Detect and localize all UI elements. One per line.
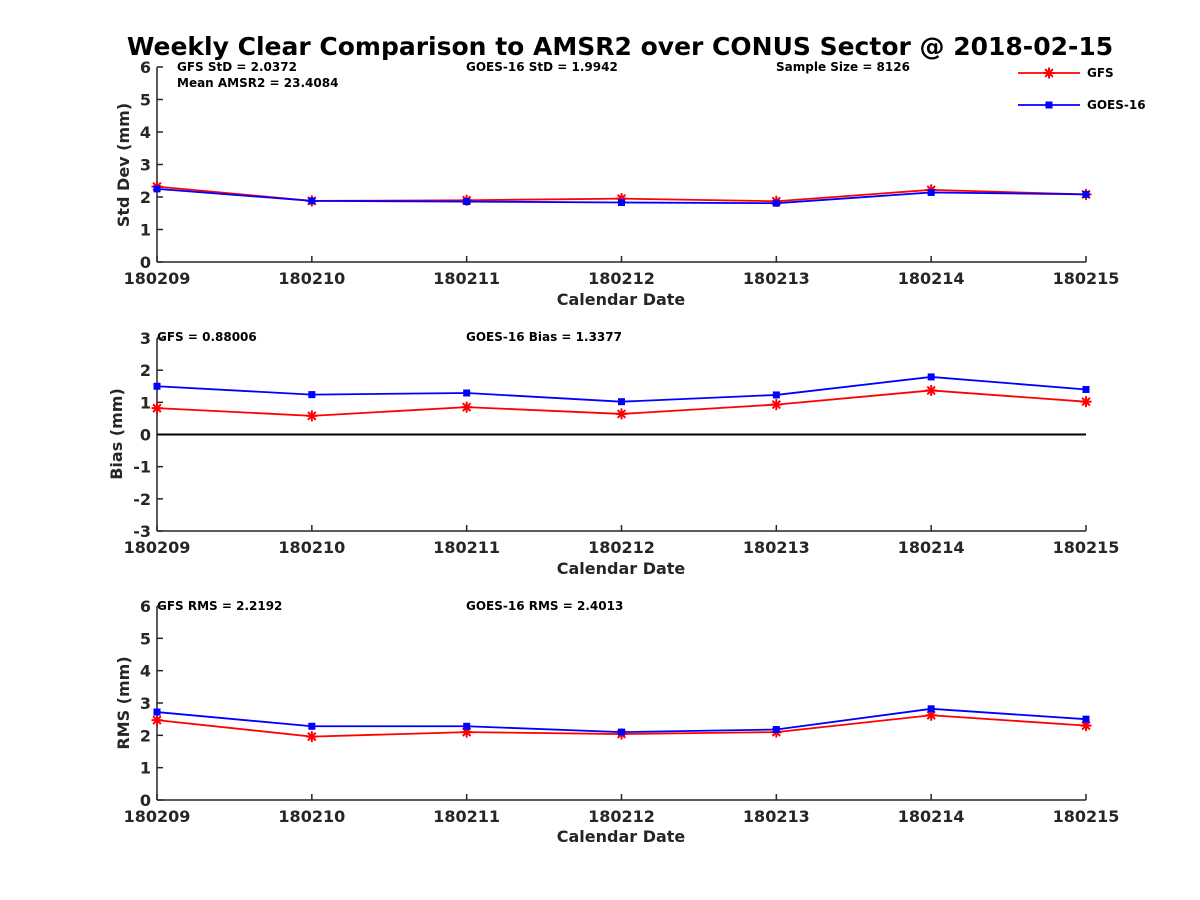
bias-gfs-point (616, 408, 627, 420)
rms-goes16-point (927, 705, 935, 713)
rms-gfs-point (151, 714, 163, 726)
bias-goes16-point (772, 391, 780, 399)
bias-y-tick-label: -2 (133, 490, 151, 509)
std-dev-x-tick-label: 180209 (124, 269, 191, 288)
std-dev-y-tick-label: 6 (140, 58, 151, 77)
std-dev-x-tick-label: 180215 (1053, 269, 1120, 288)
bias-y-tick-label: 1 (140, 393, 151, 412)
rms-x-tick-label: 180211 (433, 807, 500, 826)
std-dev-x-tick-label: 180212 (588, 269, 655, 288)
gfs-rms-annotation: GFS RMS = 2.2192 (157, 599, 282, 613)
bias-y-axis-label: Bias (mm) (107, 388, 126, 480)
std-dev-goes16-point (153, 185, 161, 193)
rms-x-axis-label: Calendar Date (557, 827, 686, 846)
goes16-bias-annotation: GOES-16 Bias = 1.3377 (466, 330, 622, 344)
rms-goes16-point (153, 708, 161, 716)
chart-title: Weekly Clear Comparison to AMSR2 over CO… (127, 32, 1113, 61)
legend-gfs-label: GFS (1087, 66, 1114, 80)
std-dev-y-tick-label: 4 (140, 123, 151, 142)
rms-y-tick-label: 5 (140, 629, 151, 648)
std-dev-x-tick-label: 180211 (433, 269, 500, 288)
std-dev-goes16-point (772, 199, 780, 207)
rms-y-tick-label: 4 (140, 662, 151, 681)
bias-goes16-point (153, 382, 161, 390)
rms-y-tick-label: 1 (140, 759, 151, 778)
std-dev-goes16-point (927, 188, 935, 196)
legend-goes16-label: GOES-16 (1087, 98, 1146, 112)
bias-y-tick-label: 3 (140, 329, 151, 348)
bias-x-tick-label: 180213 (743, 538, 810, 557)
bias-panel: GFS = 0.88006 GOES-16 Bias = 1.3377 Bias… (107, 329, 1119, 578)
rms-goes16-point (618, 728, 625, 736)
rms-y-tick-label: 3 (140, 694, 151, 713)
rms-y-tick-label: 2 (140, 726, 151, 745)
bias-x-tick-label: 180210 (278, 538, 345, 557)
rms-y-tick-label: 6 (140, 597, 151, 616)
rms-goes16-point (463, 722, 471, 730)
bias-goes16-point (618, 398, 625, 406)
bias-goes16-line (156, 376, 1087, 403)
gfs-bias-annotation: GFS = 0.88006 (157, 330, 257, 344)
bias-goes16-point (308, 391, 316, 399)
std-dev-y-axis-label: Std Dev (mm) (114, 103, 133, 227)
bias-gfs-point (461, 401, 473, 413)
goes16-rms-annotation: GOES-16 RMS = 2.4013 (466, 599, 623, 613)
std-dev-panel: GFS StD = 2.0372 Mean AMSR2 = 23.4084 GO… (114, 58, 1119, 309)
bias-y-tick-label: 0 (140, 426, 151, 445)
rms-x-tick-label: 180215 (1053, 807, 1120, 826)
bias-goes16-point (463, 389, 471, 397)
rms-x-tick-label: 180212 (588, 807, 655, 826)
std-dev-goes16-point (463, 198, 471, 206)
bias-gfs-point (925, 384, 937, 396)
bias-goes16-point (1082, 385, 1090, 393)
std-dev-goes16-point (308, 197, 316, 205)
rms-x-tick-label: 180209 (124, 807, 191, 826)
gfs-std-annotation: GFS StD = 2.0372 (177, 60, 297, 74)
goes16-std-annotation: GOES-16 StD = 1.9942 (466, 60, 618, 74)
bias-x-axis-label: Calendar Date (557, 559, 686, 578)
bias-gfs-point (151, 402, 163, 414)
bias-y-tick-label: 2 (140, 361, 151, 380)
std-dev-goes16-point (618, 199, 625, 207)
std-dev-y-tick-label: 2 (140, 188, 151, 207)
rms-y-axis-label: RMS (mm) (114, 656, 133, 749)
rms-panel: GFS RMS = 2.2192 GOES-16 RMS = 2.4013 RM… (114, 597, 1119, 846)
rms-gfs-point (306, 731, 318, 743)
rms-x-tick-label: 180214 (898, 807, 965, 826)
std-dev-x-tick-label: 180214 (898, 269, 965, 288)
rms-goes16-point (308, 722, 316, 730)
std-dev-x-tick-label: 180213 (743, 269, 810, 288)
legend: GFS GOES-16 (1018, 66, 1146, 112)
rms-goes16-point (1082, 715, 1090, 723)
mean-amsr2-annotation: Mean AMSR2 = 23.4084 (177, 76, 338, 90)
rms-x-tick-label: 180213 (743, 807, 810, 826)
bias-y-tick-label: -1 (133, 458, 151, 477)
bias-y-tick-label: -3 (133, 522, 151, 541)
rms-x-tick-label: 180210 (278, 807, 345, 826)
std-dev-goes16-point (1082, 190, 1090, 198)
bias-gfs-point (1080, 396, 1092, 408)
std-dev-x-axis-label: Calendar Date (557, 290, 686, 309)
rms-goes16-point (772, 726, 780, 734)
bias-gfs-point (770, 399, 782, 411)
bias-x-tick-label: 180209 (124, 538, 191, 557)
legend-goes16-marker (1045, 101, 1053, 109)
std-dev-y-tick-label: 3 (140, 156, 151, 175)
bias-x-tick-label: 180211 (433, 538, 500, 557)
std-dev-y-tick-label: 0 (140, 253, 151, 272)
bias-x-tick-label: 180212 (588, 538, 655, 557)
bias-x-tick-label: 180214 (898, 538, 965, 557)
std-dev-x-tick-label: 180210 (278, 269, 345, 288)
bias-gfs-point (306, 410, 318, 422)
legend-gfs-marker (1043, 67, 1055, 79)
std-dev-y-tick-label: 5 (140, 91, 151, 110)
std-dev-y-tick-label: 1 (140, 221, 151, 240)
legend-gfs-asterisk (1043, 67, 1055, 79)
bias-goes16-point (927, 373, 935, 381)
bias-x-tick-label: 180215 (1053, 538, 1120, 557)
rms-y-tick-label: 0 (140, 791, 151, 810)
sample-size-annotation: Sample Size = 8126 (776, 60, 910, 74)
